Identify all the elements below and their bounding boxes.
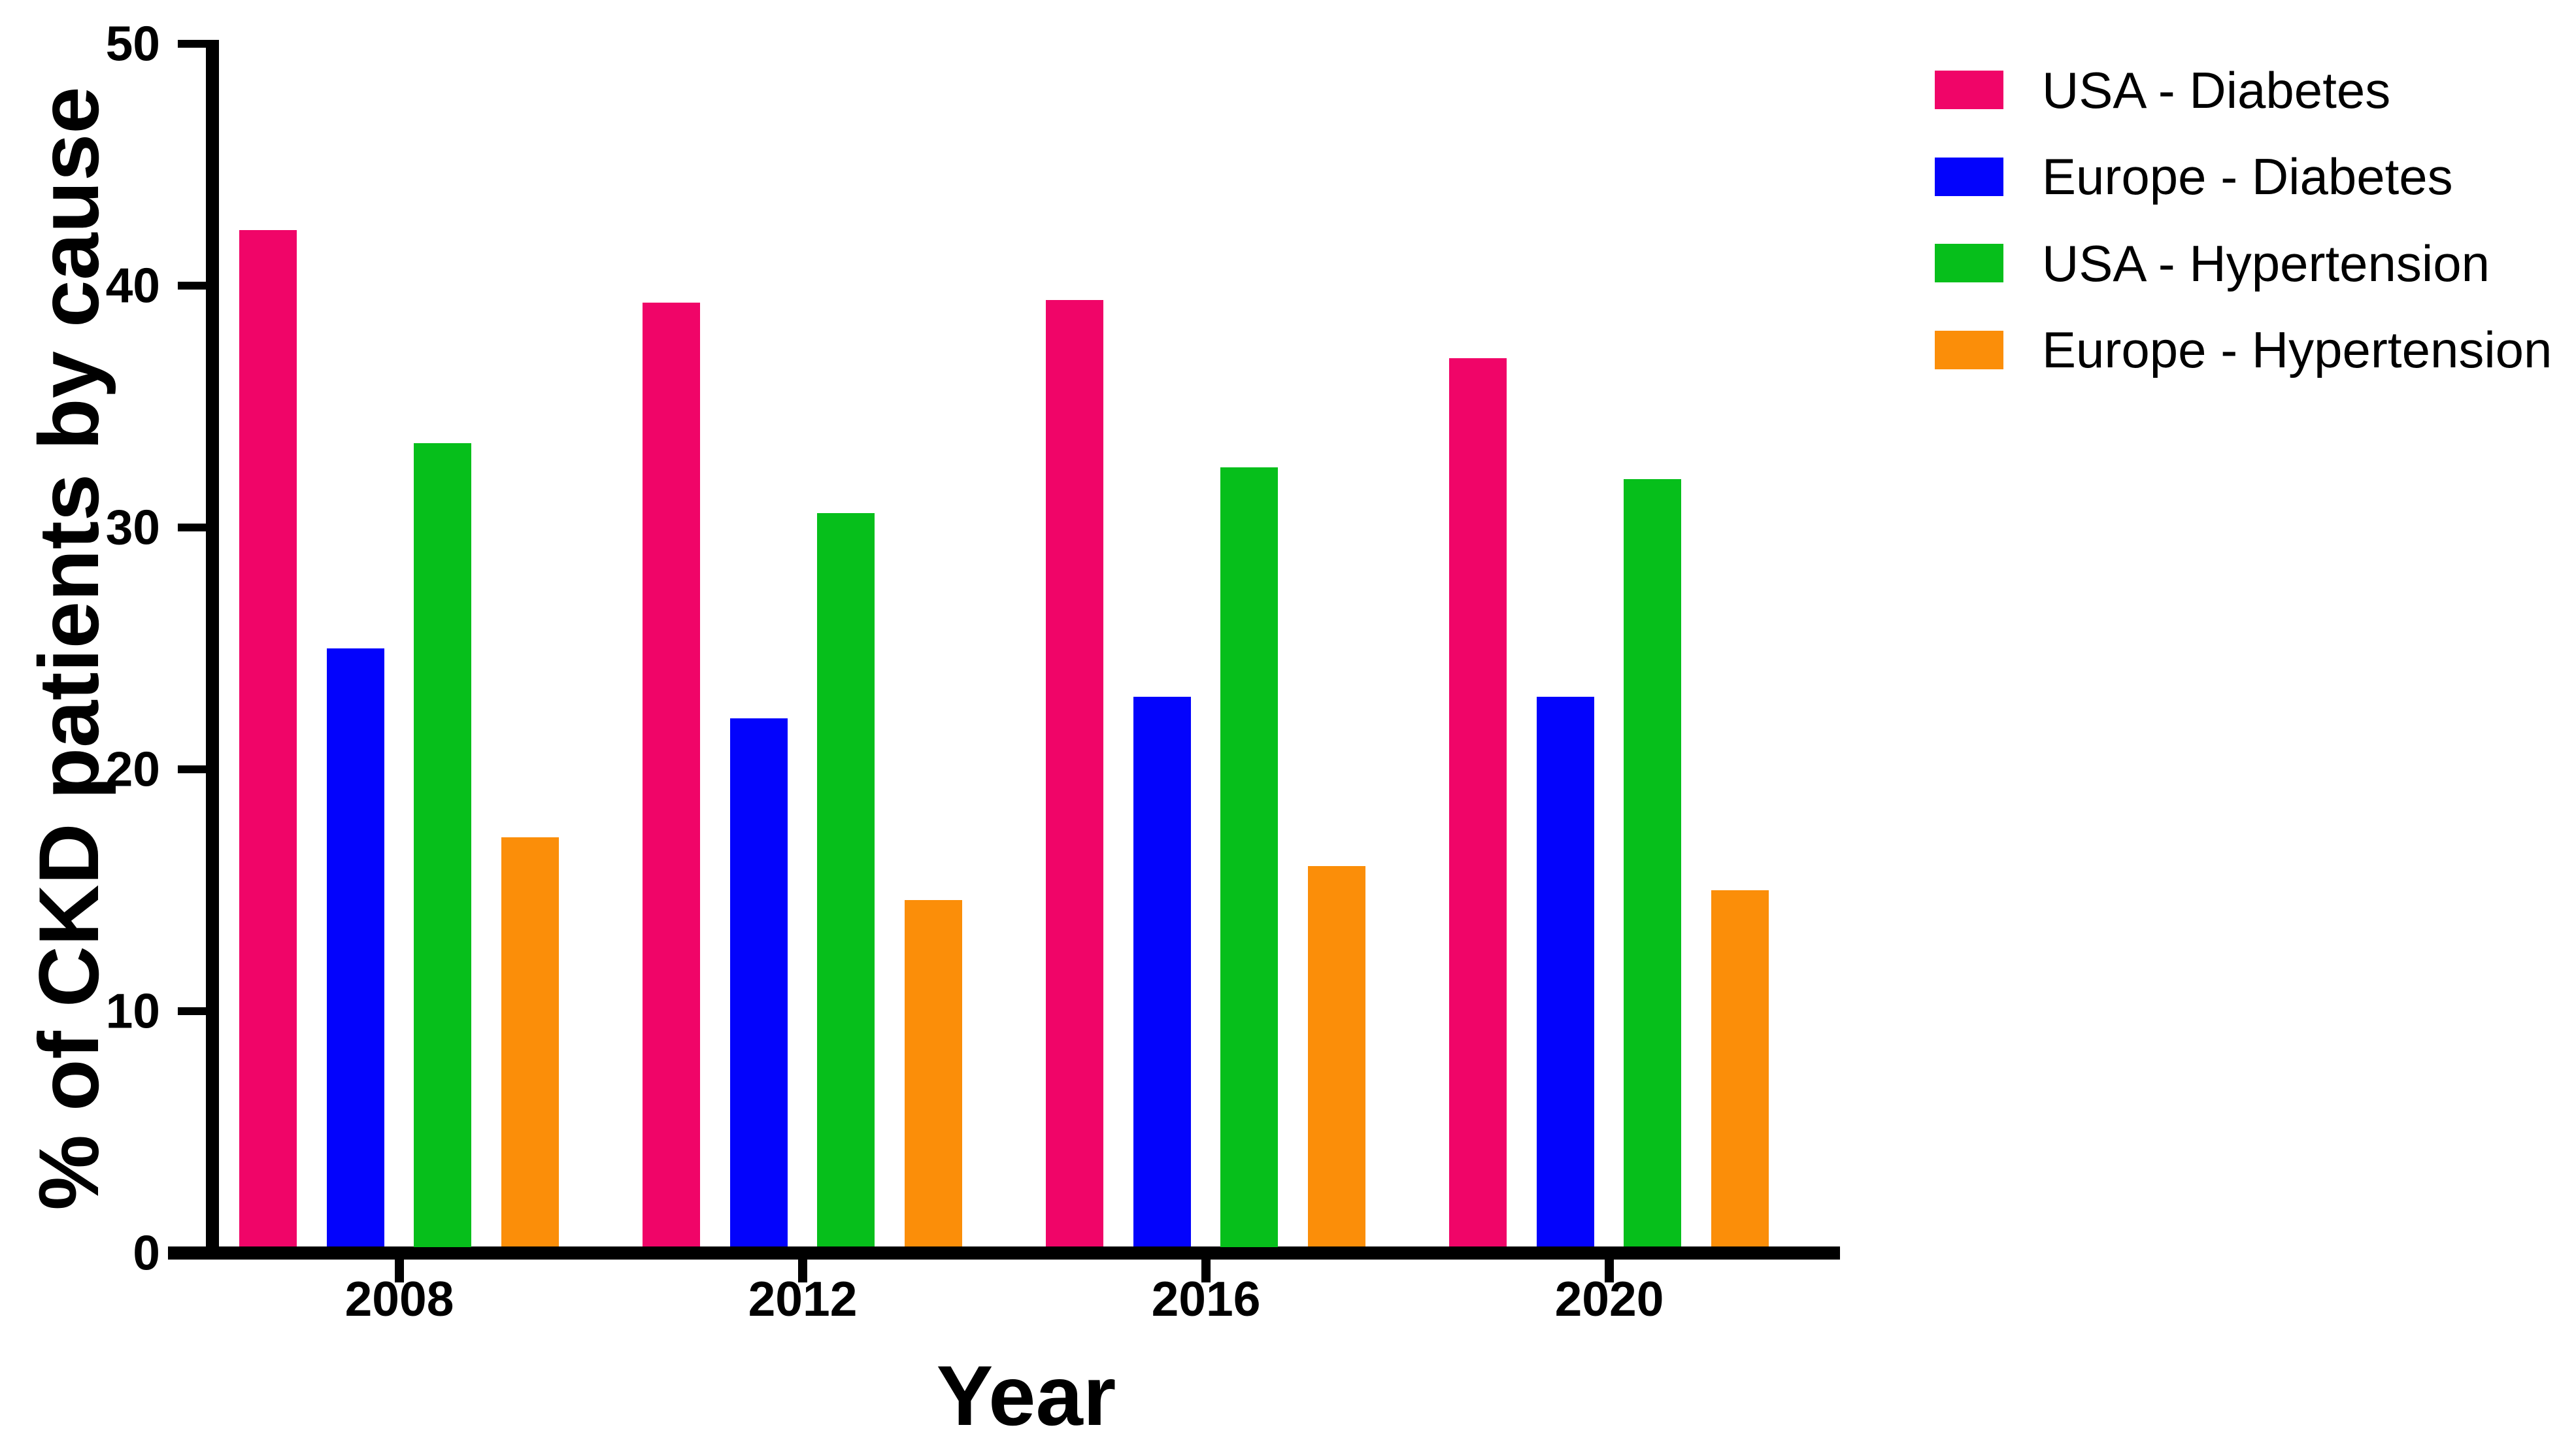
bar-usa-hypertension-2016 (1220, 467, 1278, 1247)
bar-europe-hypertension-2020 (1711, 890, 1769, 1246)
bar-usa-hypertension-2020 (1624, 479, 1681, 1246)
y-tick-mark (178, 40, 206, 48)
x-tick-label: 2016 (1151, 1271, 1261, 1326)
x-tick-label: 2012 (748, 1271, 858, 1326)
y-tick-label: 50 (105, 16, 160, 71)
y-tick-label: 10 (105, 983, 160, 1039)
x-axis-title: Year (936, 1348, 1116, 1438)
x-axis-line (168, 1246, 1840, 1260)
bar-europe-diabetes-2008 (327, 648, 384, 1246)
bar-europe-diabetes-2020 (1537, 697, 1594, 1246)
legend-label: USA - Hypertension (2042, 235, 2490, 292)
bar-europe-hypertension-2016 (1308, 866, 1365, 1246)
y-tick-mark (178, 765, 206, 773)
bar-europe-diabetes-2012 (730, 718, 788, 1246)
legend-label: USA - Diabetes (2042, 61, 2391, 119)
legend-label: Europe - Hypertension (2042, 321, 2552, 378)
legend-swatch-europe-diabetes (1935, 158, 2003, 196)
x-tick-mark (395, 1260, 404, 1282)
bar-usa-diabetes-2012 (643, 303, 700, 1246)
bar-europe-diabetes-2016 (1133, 697, 1191, 1246)
y-tick-label: 0 (133, 1225, 160, 1280)
x-tick-label: 2008 (344, 1271, 454, 1326)
bar-usa-diabetes-2016 (1046, 300, 1103, 1246)
bar-usa-diabetes-2020 (1449, 358, 1507, 1246)
y-axis-title: % of CKD patients by cause (21, 86, 116, 1211)
y-axis-line (206, 40, 219, 1260)
legend-swatch-europe-hypertension (1935, 331, 2003, 369)
bar-usa-hypertension-2012 (817, 513, 875, 1246)
bar-europe-hypertension-2008 (501, 837, 559, 1246)
y-tick-mark (178, 524, 206, 531)
legend-label: Europe - Diabetes (2042, 148, 2453, 205)
y-tick-label: 40 (105, 258, 160, 313)
bar-usa-diabetes-2008 (239, 230, 297, 1246)
legend-swatch-usa-hypertension (1935, 244, 2003, 282)
legend-swatch-usa-diabetes (1935, 71, 2003, 109)
y-tick-mark (178, 1007, 206, 1015)
y-tick-mark (178, 282, 206, 290)
x-tick-mark (1605, 1260, 1614, 1282)
bar-europe-hypertension-2012 (905, 900, 962, 1246)
x-tick-mark (798, 1260, 807, 1282)
bar-usa-hypertension-2008 (414, 443, 471, 1247)
y-tick-label: 20 (105, 741, 160, 797)
y-tick-label: 30 (105, 499, 160, 555)
x-tick-label: 2020 (1554, 1271, 1664, 1326)
x-tick-mark (1201, 1260, 1211, 1282)
